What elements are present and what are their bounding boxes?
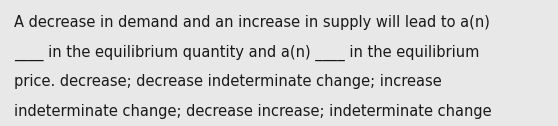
Text: A decrease in demand and an increase in supply will lead to a(n): A decrease in demand and an increase in … [14,15,490,30]
Text: indeterminate change; decrease increase; indeterminate change: indeterminate change; decrease increase;… [14,104,492,119]
Text: price. decrease; decrease indeterminate change; increase: price. decrease; decrease indeterminate … [14,74,442,89]
Text: ____ in the equilibrium quantity and a(n) ____ in the equilibrium: ____ in the equilibrium quantity and a(n… [14,45,479,61]
